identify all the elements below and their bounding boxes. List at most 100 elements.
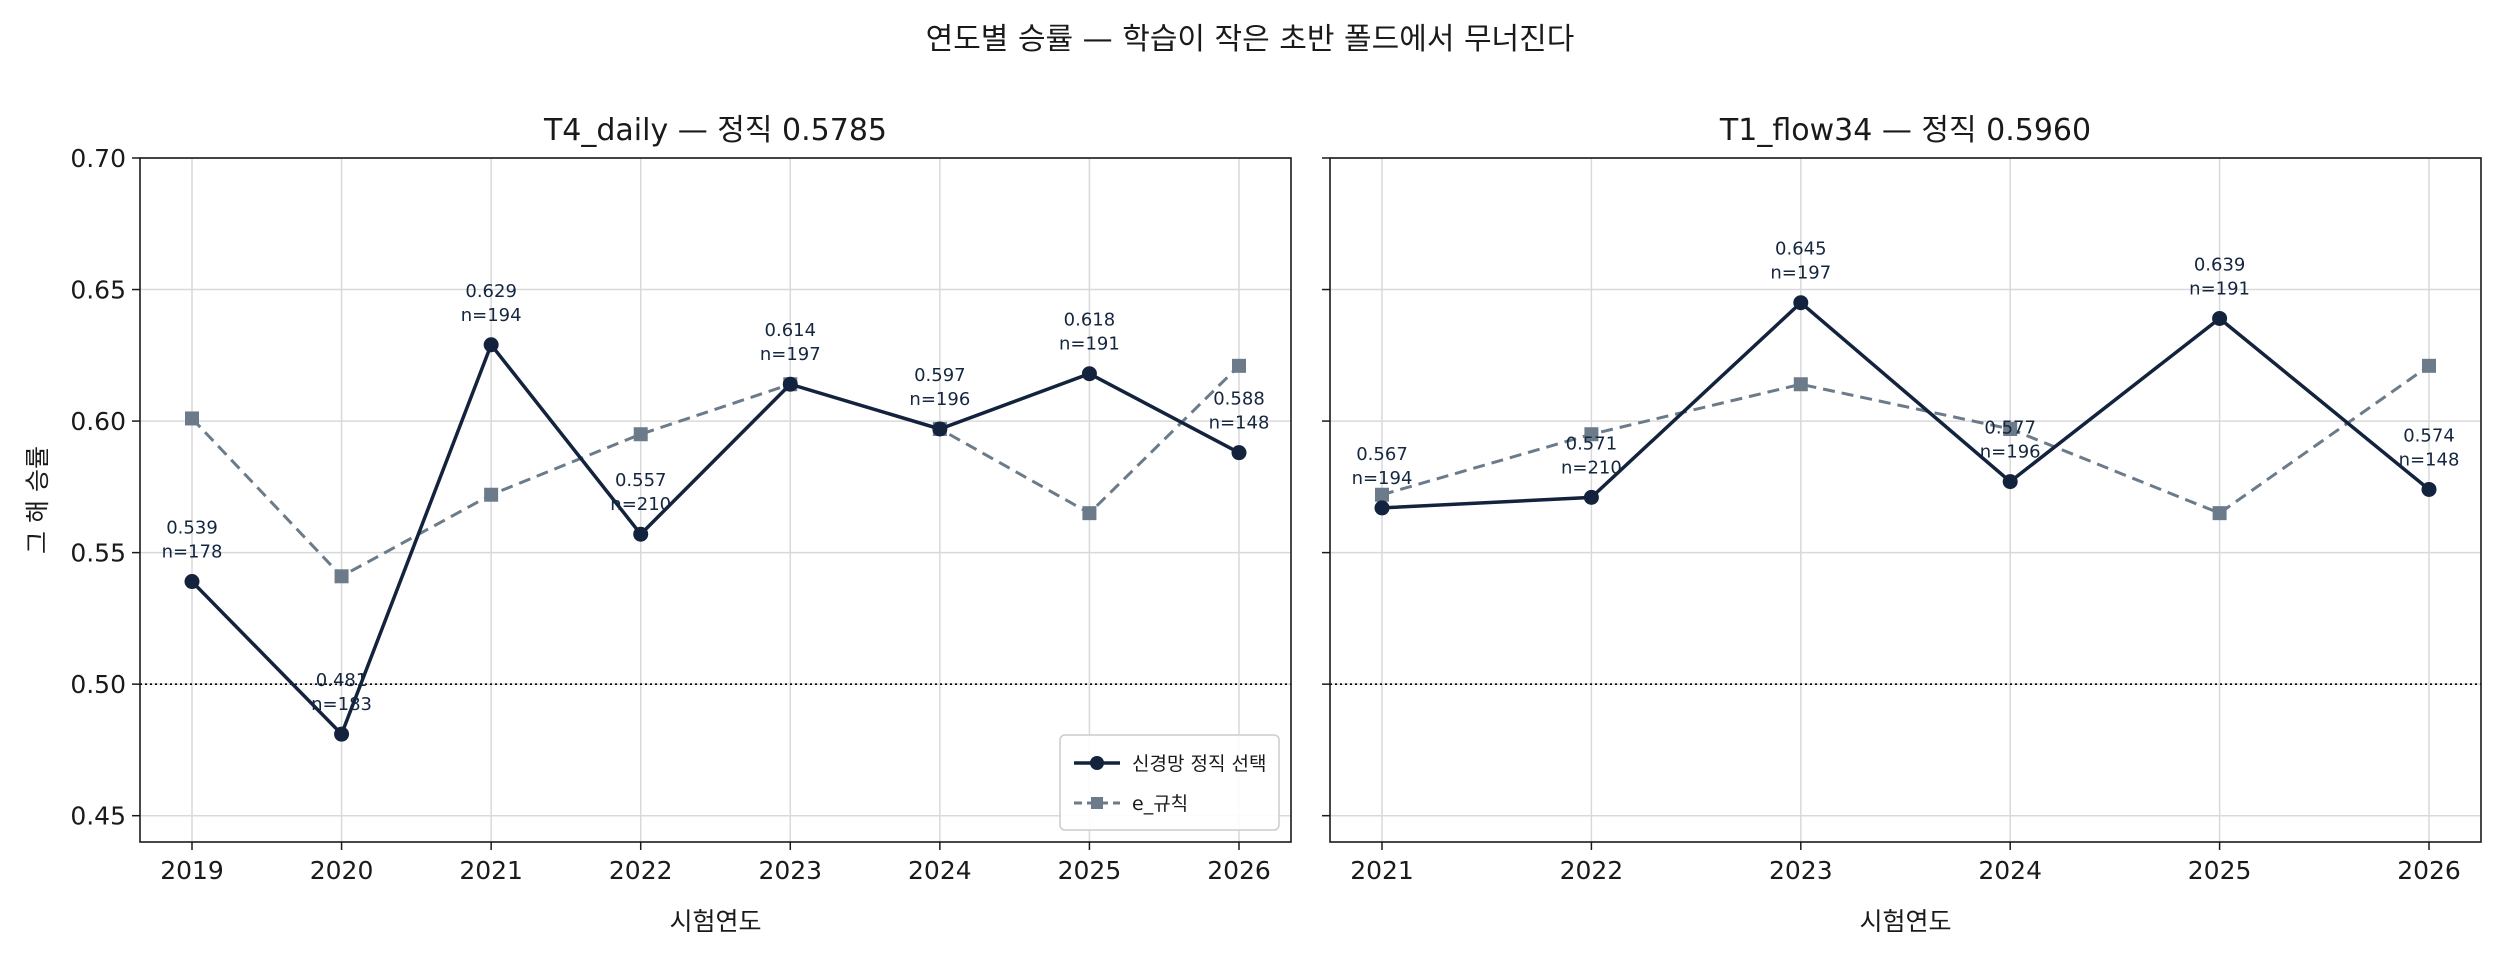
circle-marker <box>1081 366 1097 382</box>
square-marker <box>185 411 199 426</box>
data-label-value: 0.539 <box>166 518 218 539</box>
x-tick-label: 2026 <box>1207 856 1271 885</box>
gridlines <box>1330 157 2481 842</box>
y-tick-label: 0.50 <box>70 670 126 699</box>
data-label-value: 0.639 <box>2194 254 2246 275</box>
y-tick-label: 0.60 <box>70 407 126 436</box>
x-tick-label: 2019 <box>160 856 224 885</box>
circle-marker <box>1583 489 1599 505</box>
data-label-value: 0.645 <box>1775 239 1827 260</box>
x-axis-label: 시험연도 <box>1859 907 1951 936</box>
x-tick-label: 2024 <box>1978 856 2042 885</box>
circle-marker <box>1231 445 1247 461</box>
circle-marker <box>184 574 200 590</box>
circle-marker <box>2212 310 2228 326</box>
square-marker <box>1793 377 1808 392</box>
series-line-solid <box>1381 300 2431 510</box>
series-line-solid <box>190 341 1240 738</box>
series-line-dashed <box>190 364 1241 579</box>
y-tick-label: 0.65 <box>70 276 126 305</box>
x-tick-label: 2021 <box>1350 856 1414 885</box>
data-label-n: n=196 <box>1980 442 2041 463</box>
square-marker <box>1232 358 1246 373</box>
x-tick-label: 2024 <box>908 856 972 885</box>
circle-marker <box>932 421 948 437</box>
circle-marker <box>2421 481 2437 497</box>
data-label-value: 0.597 <box>914 365 966 386</box>
data-label-value: 0.629 <box>465 281 517 302</box>
x-tick-label: 2025 <box>2188 856 2252 885</box>
plot-frame <box>1329 157 2482 843</box>
data-label-value: 0.618 <box>1064 310 1116 331</box>
data-label-value: 0.577 <box>1984 418 2036 439</box>
data-label-n: n=197 <box>1770 263 1831 284</box>
circle-marker <box>483 337 499 353</box>
circle-marker <box>2002 474 2018 490</box>
circle-marker <box>1793 295 1809 311</box>
x-tick-label: 2022 <box>1560 856 1624 885</box>
figure-suptitle: 연도별 승률 — 학습이 작은 초반 폴드에서 무너진다 <box>926 22 1575 57</box>
legend-swatch-marker <box>1090 756 1104 770</box>
chart-panel-left: 0.45 0.50 0.55 0.60 0.65 0.70 2019 2020 2021 2022… <box>23 113 1292 936</box>
data-label-value: 0.571 <box>1566 433 1618 454</box>
data-label-value: 0.567 <box>1356 444 1408 465</box>
x-axis-label: 시험연도 <box>669 907 761 936</box>
data-label-value: 0.614 <box>765 320 817 341</box>
series-secondary <box>1375 358 2436 521</box>
data-label-n: n=194 <box>1352 468 1413 489</box>
x-tick-label: 2020 <box>310 856 374 885</box>
square-marker <box>2003 421 2018 436</box>
y-axis-label: 그 해 승률 <box>23 446 52 554</box>
x-tick-label: 2023 <box>1769 856 1833 885</box>
data-label-n: n=191 <box>2189 278 2250 299</box>
square-marker <box>1082 506 1097 521</box>
data-label-n: n=191 <box>1059 334 1120 355</box>
data-label-n: n=148 <box>2399 449 2460 470</box>
x-tick-label: 2022 <box>609 856 673 885</box>
data-label-n: n=197 <box>760 344 821 365</box>
plot-frame <box>139 157 1292 843</box>
y-tick-label: 0.70 <box>70 144 126 173</box>
panel-title: T1_flow34 — 정직 0.5960 <box>1719 113 2091 148</box>
data-label-value: 0.574 <box>2403 425 2455 446</box>
square-marker <box>633 427 648 442</box>
y-tick-label: 0.55 <box>70 539 126 568</box>
series-secondary <box>185 358 1246 584</box>
square-marker <box>334 569 349 584</box>
data-label-value: 0.481 <box>316 670 368 691</box>
data-label-n: n=178 <box>162 542 223 563</box>
chart-panel-right: 2021 2022 2023 2024 2025 2026 T1_flow34 — 정직 0… <box>1322 113 2482 936</box>
y-tick-label: 0.45 <box>70 802 126 831</box>
series-line-dashed <box>1381 364 2430 515</box>
x-tick-label: 2026 <box>2397 856 2461 885</box>
square-marker <box>2212 506 2227 521</box>
data-label-n: n=210 <box>1561 457 1622 478</box>
circle-marker <box>782 376 798 392</box>
legend-label: 신경망 정직 선택 <box>1132 753 1266 775</box>
legend-swatch-marker <box>1091 797 1103 809</box>
data-label-n: n=196 <box>909 389 970 410</box>
data-label-value: 0.557 <box>615 470 667 491</box>
data-label-n: n=210 <box>610 494 671 515</box>
panel-title: T4_daily — 정직 0.5785 <box>543 113 887 148</box>
legend-box <box>1059 734 1280 831</box>
x-tick-label: 2021 <box>459 856 523 885</box>
series-primary <box>1374 295 2437 516</box>
circle-marker <box>334 726 350 742</box>
legend-label: e_규칙 <box>1132 793 1188 815</box>
legend: 신경망 정직 선택 e_규칙 <box>1059 734 1280 831</box>
series-primary <box>184 337 1247 742</box>
x-tick-label: 2025 <box>1058 856 1122 885</box>
data-label-n: n=194 <box>461 305 522 326</box>
data-label-n: n=183 <box>311 694 372 715</box>
x-tick-label: 2023 <box>758 856 822 885</box>
square-marker <box>2422 358 2436 373</box>
circle-marker <box>633 526 649 542</box>
square-marker <box>1375 487 1389 502</box>
data-label-value: 0.588 <box>1213 389 1265 410</box>
data-label-n: n=148 <box>1209 413 1270 434</box>
square-marker <box>484 487 499 502</box>
circle-marker <box>1374 500 1390 516</box>
square-marker <box>1584 427 1599 442</box>
